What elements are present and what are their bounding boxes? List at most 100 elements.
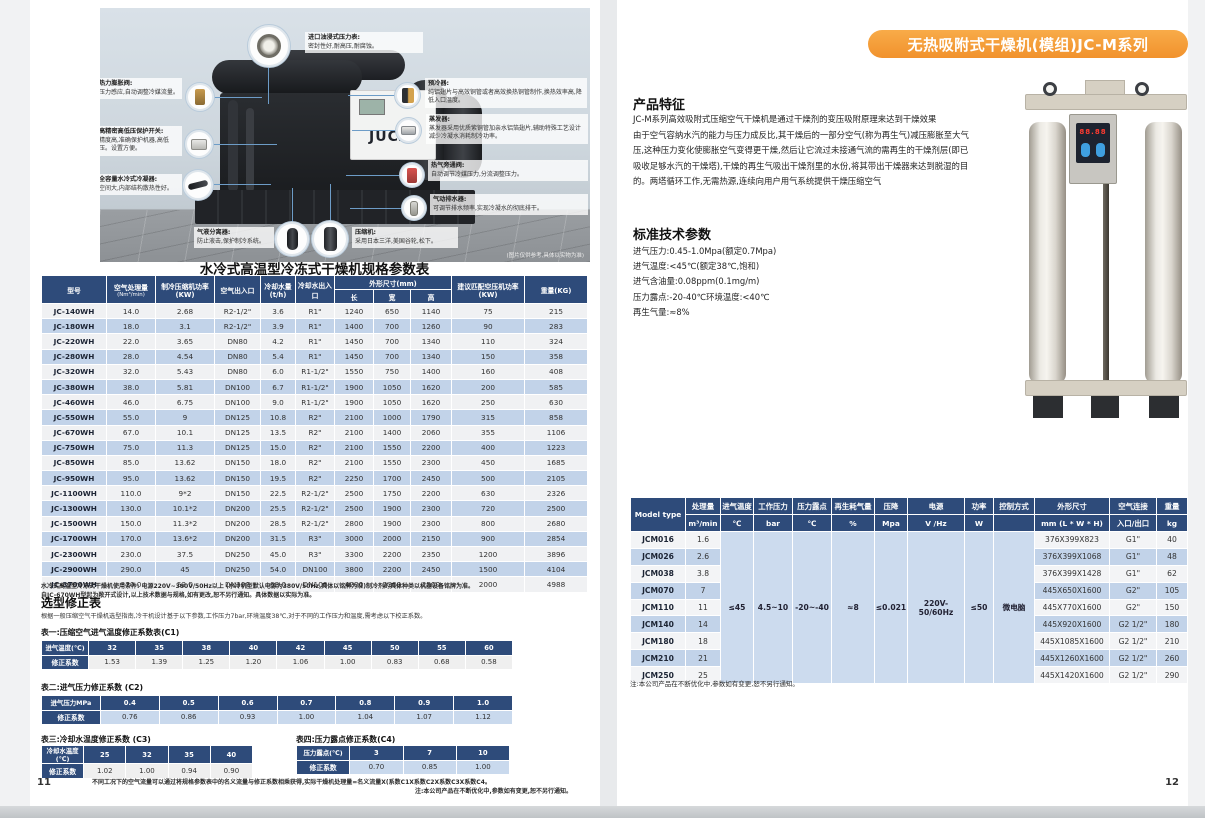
header-cell: 35 [136, 641, 183, 655]
cell: 3896 [525, 547, 588, 562]
dryer-foot-center [1091, 396, 1119, 418]
cell: 2450 [411, 562, 452, 577]
cell: 700 [374, 334, 410, 349]
table-row: JC-850WH 85.0 13.62 DN150 18.0 R2" 2100 1550 230… [42, 455, 588, 471]
cell: 150 [1157, 599, 1187, 616]
cell: 14 [686, 616, 720, 633]
c2-label: 表二:进气压力修正系数 (C2) [41, 683, 144, 692]
cell: 31.5 [261, 531, 295, 546]
jcm-table-head: Model type 处理量 进气温度 工作压力 压力露点 再生耗气量 压降 电… [631, 498, 1187, 531]
header-cell: 压力露点(℃) [297, 746, 350, 760]
cell: 2680 [525, 516, 588, 531]
col-inlet-temp: 进气温度 [721, 498, 753, 514]
cell: G2" [1110, 582, 1156, 599]
cell: 283 [525, 319, 588, 334]
cell: DN125 [215, 410, 260, 425]
cell: 1.04 [336, 710, 395, 724]
cell: 2500 [335, 501, 373, 516]
photo-disclaimer: (图片仅供参考,具体以实物为准) [506, 253, 584, 259]
cell: 25 [686, 667, 720, 684]
cell: 250 [452, 395, 525, 410]
cell: 0.94 [168, 764, 210, 778]
cell: R3" [296, 547, 334, 562]
corr-value-row: 修正系数 0.70 0.85 1.00 [297, 760, 509, 774]
cell: 3.8 [686, 565, 720, 582]
cell: 700 [374, 349, 410, 364]
features-p1: JC-M系列高效吸附式压缩空气干燥机是通过干燥剂的变压吸附原理来达到干燥效果 [633, 114, 937, 124]
unit-drop: Mpa [875, 515, 907, 531]
cell: JCM026 [631, 548, 685, 565]
cell: DN80 [215, 364, 260, 379]
corr-head-row: 冷却水温度(℃) 25 32 35 40 [42, 746, 252, 763]
page-right: 无热吸附式干燥机(模组)JC-M系列 产品特征 JC-M系列高效吸附式压缩空气干… [617, 0, 1188, 806]
cell: 3.65 [156, 334, 214, 349]
cell: 1340 [411, 349, 452, 364]
cell: G2 1/2" [1110, 667, 1156, 684]
cell: 1.53 [89, 655, 136, 669]
cell: 150.0 [107, 516, 155, 531]
cell: 1.25 [183, 655, 230, 669]
spec-table-title: 水冷式高温型冷冻式干燥机规格参数表 [199, 262, 430, 278]
cell: 315 [452, 410, 525, 425]
cell: 400 [452, 440, 525, 455]
cell: 75.0 [107, 440, 155, 455]
cell: 1140 [411, 304, 452, 319]
cell: 2500 [411, 577, 452, 592]
cell: JC-670WH [42, 425, 106, 440]
cell: 2200 [374, 562, 410, 577]
bottom-edge [0, 806, 1205, 818]
cell: 5.43 [156, 364, 214, 379]
c1-label: 表一:压缩空气进气温度修正系数表(C1) [41, 628, 180, 637]
cell: R1" [296, 349, 334, 364]
cell: 3300 [335, 547, 373, 562]
cell: JC-1300WH [42, 501, 106, 516]
cell: 290.0 [107, 562, 155, 577]
cell: DN80 [215, 334, 260, 349]
product-photo-adsorption-dryer: 88.88 [1007, 80, 1205, 425]
param-oil-content: 进气含油量:0.08ppm(0.1mg/m) [633, 276, 760, 287]
gauge-icon [248, 25, 290, 67]
header-cell: 修正系数 [42, 655, 89, 669]
display-digits: 88.88 [1079, 128, 1107, 136]
header-cell: 0.9 [395, 696, 454, 710]
callout-precooler: 预冷器: 纯铝翅片与高效铜管或者高效换热铜管制作,换热效率高,降低入口温度。 [425, 78, 587, 108]
cell: 0.83 [371, 655, 418, 669]
cell: 445X650X1600 [1035, 582, 1109, 599]
callout-line [213, 184, 271, 185]
cell: 2200 [411, 440, 452, 455]
cell: R1" [296, 304, 334, 319]
cell: 52.5 [156, 577, 214, 592]
cell: R1-1/2" [296, 379, 334, 395]
cell: 4.5~10 [754, 532, 792, 684]
cell: 2300 [411, 516, 452, 531]
cell: 40 [1157, 532, 1187, 548]
cell: JC-2900WH [42, 562, 106, 577]
c2-table: 进气压力MPa 0.4 0.5 0.6 0.7 0.8 0.9 1.0 修正系数 0.76 0.86… [41, 695, 513, 725]
cell: 0.58 [465, 655, 512, 669]
dryer-bottom-bar [1025, 380, 1187, 396]
features-paragraph: JC-M系列高效吸附式压缩空气干燥机是通过干燥剂的变压吸附原理来达到干燥效果 由… [633, 112, 969, 190]
c3-label: 表三:冷却水温度修正系数 (C3) [41, 735, 151, 744]
cell: 445X770X1600 [1035, 599, 1109, 616]
bypass-valve-icon [400, 163, 424, 187]
cell: 720 [452, 501, 525, 516]
cell: 150 [452, 349, 525, 364]
callout-line [268, 68, 269, 104]
cell: 4988 [525, 577, 588, 592]
cell: 2100 [335, 440, 373, 455]
col-height: 高 [411, 290, 452, 303]
cell: G2 1/2" [1110, 650, 1156, 667]
cell: 260 [1157, 650, 1187, 667]
cell: 110 [452, 334, 525, 349]
table-row: JC-3700WH 370.0 52.5 DN300 63.0 DN100 4200 2300… [42, 577, 588, 592]
cell: DN300 [215, 577, 260, 592]
cell: 358 [525, 349, 588, 364]
unit-dew: ℃ [793, 515, 831, 531]
cell: 2200 [374, 547, 410, 562]
param-inlet-pressure: 进气压力:0.45-1.0Mpa(额定0.7Mpa) [633, 246, 777, 256]
cell: 1.00 [324, 655, 371, 669]
pressure-gauge-left [1043, 82, 1057, 96]
cell: 230.0 [107, 547, 155, 562]
right-button [1096, 143, 1105, 157]
cell: 2.68 [156, 304, 214, 319]
